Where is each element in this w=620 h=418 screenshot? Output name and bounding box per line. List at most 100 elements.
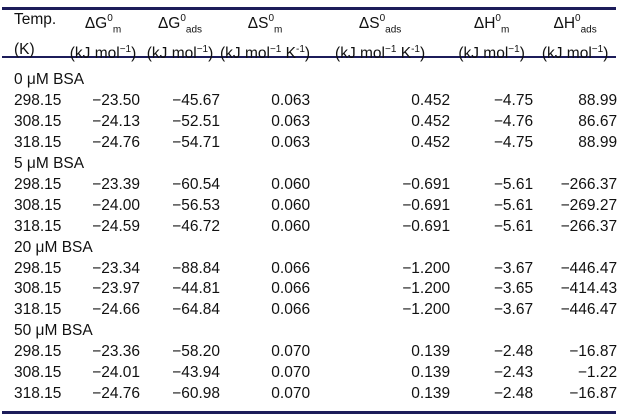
value-cell: −56.53: [172, 196, 220, 214]
unit-text: (kJ mol: [335, 45, 385, 63]
group-row: 5 μM BSA: [0, 154, 617, 175]
value-cell: −23.34: [92, 259, 140, 277]
value-cell: −2.43: [493, 364, 534, 382]
value-cell: −24.76: [92, 134, 140, 152]
header-symbol: ΔH: [553, 15, 576, 33]
value-cell: −0.691: [402, 196, 451, 214]
temp-cell: 308.15: [14, 113, 62, 131]
table-row: 308.15 −24.00 −56.53 0.060 −0.691 −5.61 −269.2…: [0, 196, 617, 217]
table-row: 318.15 −24.76 −60.98 0.070 0.139 −2.48 −16.87: [0, 384, 617, 405]
value-cell: −1.200: [402, 280, 451, 298]
header-symbol: ΔS: [247, 15, 269, 33]
header-symbol: ΔG: [84, 15, 108, 33]
bottom-rule: [2, 411, 616, 414]
value-cell: −2.48: [493, 343, 534, 361]
value-cell: 0.070: [271, 385, 311, 402]
value-cell: 0.060: [271, 175, 311, 193]
unit-text: (kJ mol: [69, 45, 120, 63]
column-header: ΔS0ads: [310, 10, 450, 40]
unit-text: (kJ mol: [220, 45, 270, 63]
temp-cell: 298.15: [14, 343, 62, 361]
unit-text: (kJ mol: [458, 45, 509, 63]
value-cell: −45.67: [172, 92, 220, 110]
value-cell: 0.063: [271, 134, 311, 152]
unit-text: (kJ mol: [146, 45, 197, 63]
value-cell: −3.67: [493, 301, 534, 319]
table-row: 318.15 −24.59 −46.72 0.060 −0.691 −5.61 −266.3…: [0, 217, 617, 238]
group-row: 0 μM BSA: [0, 70, 617, 91]
value-cell: −24.01: [92, 364, 140, 382]
value-cell: 0.066: [271, 259, 311, 277]
value-cell: 0.070: [271, 343, 311, 361]
temp-cell: 308.15: [14, 196, 62, 214]
value-cell: 0.139: [411, 385, 451, 402]
value-cell: 0.452: [411, 113, 451, 131]
header-sup: 0: [180, 13, 186, 24]
group-row: 50 μM BSA: [0, 321, 617, 342]
header-sub: m: [500, 24, 510, 36]
temp-cell: 318.15: [14, 385, 62, 402]
value-cell: −88.84: [172, 259, 220, 277]
temp-unit: (K): [14, 41, 35, 59]
group-row: 20 μM BSA: [0, 238, 617, 259]
value-cell: −24.13: [92, 113, 140, 131]
value-cell: −24.66: [92, 301, 140, 319]
value-cell: −446.47: [560, 301, 618, 319]
value-cell: −1.22: [577, 364, 618, 382]
column-header: ΔH0ads: [533, 10, 617, 40]
table-row: 308.15 −24.13 −52.51 0.063 0.452 −4.76 86.67: [0, 112, 617, 133]
value-cell: −269.27: [560, 196, 618, 214]
thermodynamic-table: Temp. ΔG0m ΔG0ads ΔS0m ΔS0ads ΔH0m ΔH0ads (K) (k…: [0, 10, 617, 405]
header-symbol: ΔH: [473, 15, 496, 33]
column-unit: (kJ mol−1): [450, 40, 533, 64]
header-rule: [2, 56, 616, 58]
value-cell: −1.200: [402, 259, 451, 277]
column-unit: (kJ mol−1): [533, 40, 617, 64]
value-cell: −1.200: [402, 301, 451, 319]
value-cell: 0.139: [411, 364, 451, 382]
unit-exp2: -1: [296, 44, 305, 56]
value-cell: −23.97: [92, 280, 140, 298]
unit-exp: −1: [591, 44, 604, 56]
unit-exp2: -1: [411, 44, 420, 56]
group-label: 50 μM BSA: [14, 322, 93, 340]
unit-tail: K: [396, 45, 412, 63]
value-cell: 0.060: [271, 217, 311, 235]
column-header: ΔH0m: [450, 10, 533, 40]
value-cell: −0.691: [402, 175, 451, 193]
value-cell: 0.066: [271, 301, 311, 319]
value-cell: 86.67: [578, 113, 618, 131]
value-cell: −24.00: [92, 196, 140, 214]
unit-exp: −1: [119, 44, 132, 56]
header-sub: m: [112, 24, 122, 36]
table-row: 298.15 −23.50 −45.67 0.063 0.452 −4.75 88.99: [0, 91, 617, 112]
column-unit: (kJ mol−1): [140, 40, 220, 64]
value-cell: 0.066: [271, 280, 311, 298]
value-cell: −23.50: [92, 92, 140, 110]
value-cell: 0.063: [271, 92, 311, 110]
unit-exp: −1: [385, 44, 397, 56]
header-sup: 0: [379, 13, 386, 24]
temp-cell: 318.15: [14, 217, 62, 235]
value-cell: −46.72: [172, 217, 220, 235]
header-sup: 0: [575, 13, 581, 24]
value-cell: −5.61: [493, 175, 534, 193]
column-unit: (kJ mol−1 K-1): [220, 40, 310, 64]
table-row: 308.15 −23.97 −44.81 0.066 −1.200 −3.65 −414.4…: [0, 279, 617, 300]
header-sub: m: [274, 24, 283, 36]
value-cell: −43.94: [172, 364, 220, 382]
temp-cell: 298.15: [14, 259, 62, 277]
value-cell: −4.76: [493, 113, 534, 131]
column-unit: (kJ mol−1): [66, 40, 140, 64]
value-cell: −0.691: [402, 217, 451, 235]
value-cell: −4.75: [493, 92, 534, 110]
value-cell: 88.99: [578, 92, 618, 110]
value-cell: 0.063: [271, 113, 311, 131]
header-sup: 0: [495, 13, 501, 24]
temp-cell: 308.15: [14, 280, 62, 298]
top-rule: [2, 7, 616, 10]
group-label: 5 μM BSA: [14, 155, 85, 173]
table-row: 308.15 −24.01 −43.94 0.070 0.139 −2.43 −1.22: [0, 363, 617, 384]
group-label: 0 μM BSA: [14, 71, 85, 89]
header-symbol: ΔG: [157, 15, 181, 33]
